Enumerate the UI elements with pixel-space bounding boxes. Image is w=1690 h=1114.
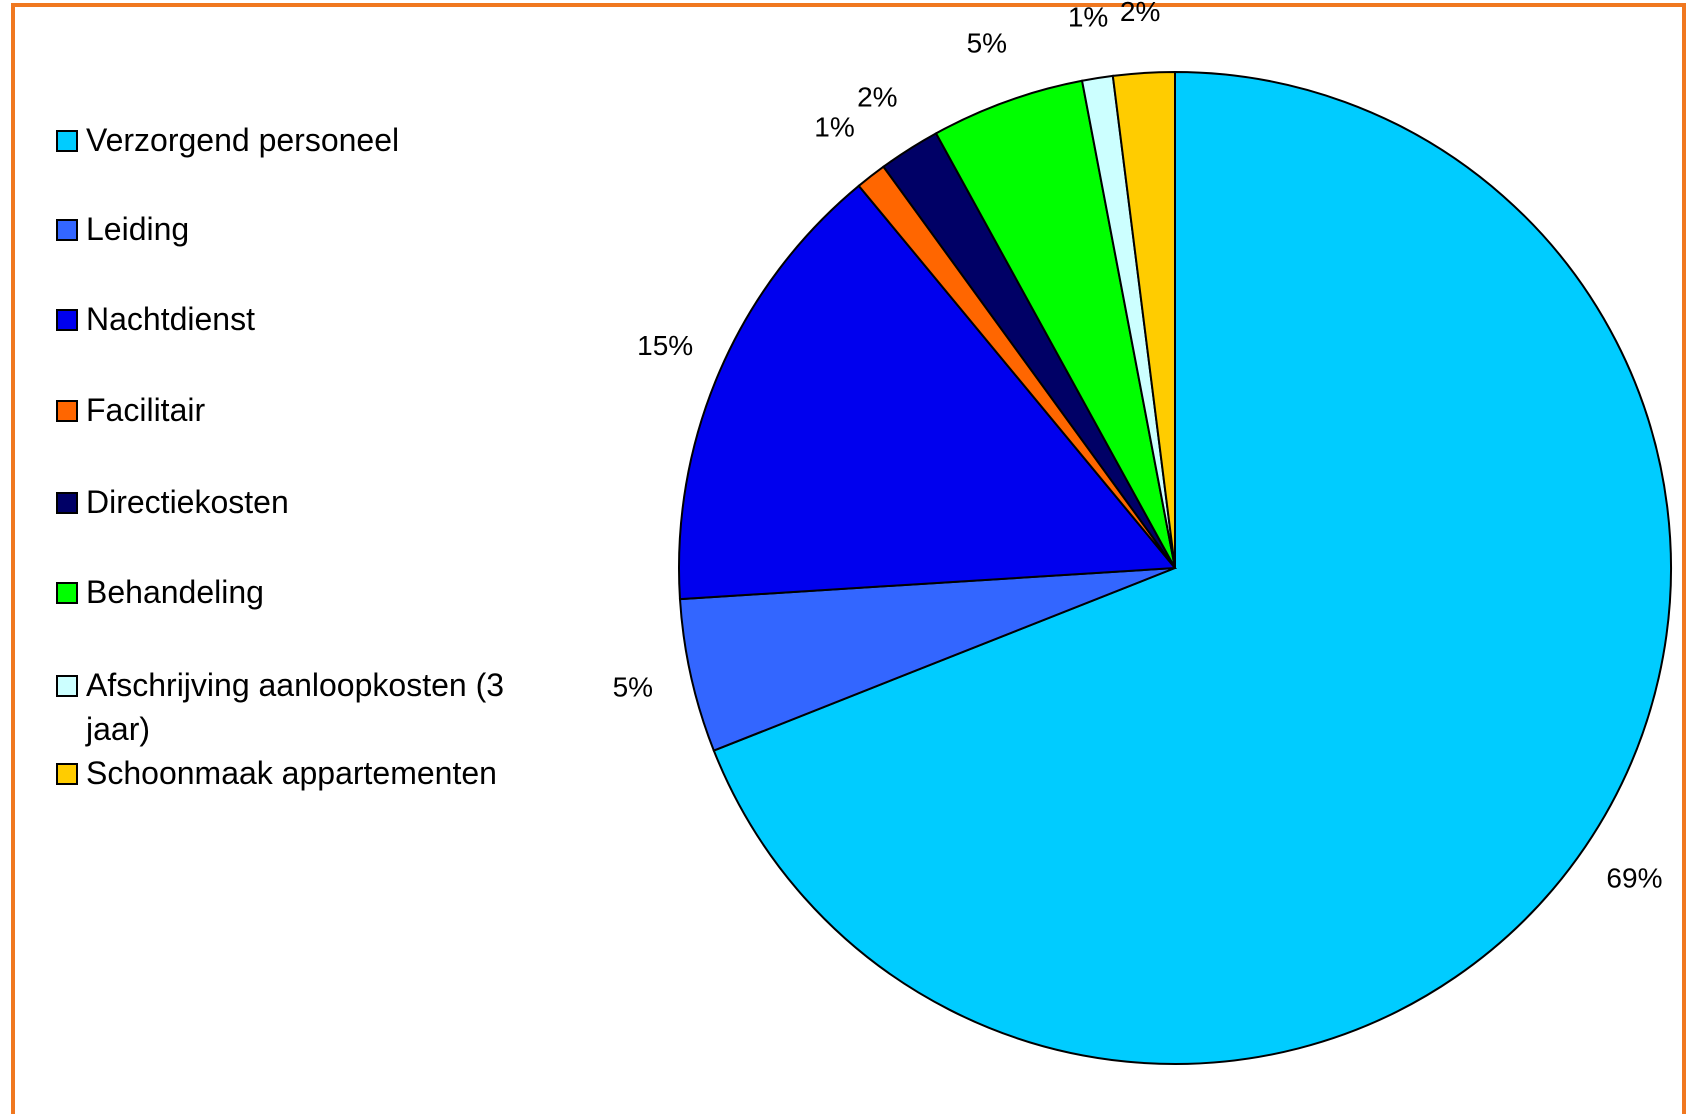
legend-label: Afschrijving aanloopkosten (3 jaar) (86, 667, 505, 747)
legend-label: Behandeling (86, 574, 264, 610)
legend-swatch (56, 130, 78, 152)
frame (11, 3, 1686, 1114)
legend-label: Facilitair (86, 392, 206, 428)
legend-item: Facilitair (56, 388, 576, 432)
legend-swatch (56, 675, 78, 697)
legend-item: Behandeling (56, 570, 576, 614)
pie-slice (678, 184, 1178, 601)
data-label: 2% (1120, 0, 1160, 27)
pie-slice (678, 567, 1176, 752)
legend-label: Nachtdienst (86, 301, 255, 337)
legend-swatch (56, 763, 78, 785)
legend-label: Verzorgend personeel (86, 122, 400, 158)
data-label: 2% (857, 81, 897, 112)
data-label: 1% (814, 111, 854, 142)
data-label: 1% (1068, 2, 1108, 33)
data-label: 15% (637, 330, 693, 361)
legend-item: Schoonmaak appartementen (56, 751, 576, 795)
legend-item: Nachtdienst (56, 297, 576, 341)
legend-swatch (56, 492, 78, 514)
pie-slice (712, 70, 1672, 1065)
legend-swatch (56, 219, 78, 241)
legend-label: Directiekosten (86, 484, 289, 520)
data-label: 5% (967, 28, 1007, 59)
pie-slice (934, 79, 1176, 569)
legend-item: Verzorgend personeel (56, 118, 576, 162)
legend-label: Leiding (86, 211, 190, 247)
pie-slice (1111, 70, 1176, 569)
data-label: 5% (613, 672, 653, 703)
legend-swatch (56, 582, 78, 604)
legend-swatch (56, 309, 78, 331)
data-label: 69% (1606, 863, 1662, 894)
legend-swatch (56, 400, 78, 422)
legend-item: Directiekosten (56, 480, 576, 524)
legend-item: Afschrijving aanloopkosten (3 jaar) (56, 663, 576, 751)
legend-item: Leiding (56, 207, 576, 251)
legend-label: Schoonmaak appartementen (86, 755, 497, 791)
